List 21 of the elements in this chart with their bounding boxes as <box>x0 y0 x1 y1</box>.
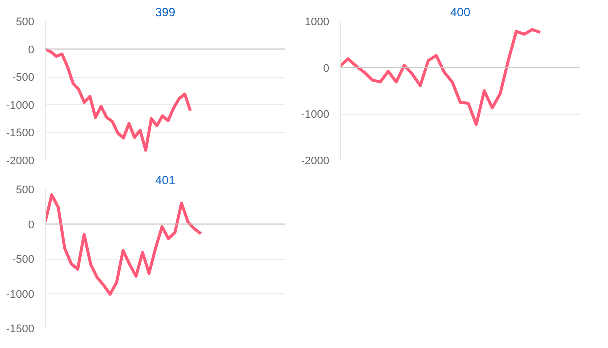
y-tick-label: -2000 <box>6 156 35 168</box>
y-tick-label: -1500 <box>6 128 35 140</box>
y-tick-label: -500 <box>12 254 35 266</box>
y-tick-label: 500 <box>16 184 35 196</box>
y-tick-label: -1000 <box>6 100 35 112</box>
chart-title: 400 <box>450 6 471 20</box>
line-series <box>46 194 203 296</box>
chart-title: 401 <box>155 174 176 188</box>
line-series <box>340 28 542 126</box>
y-tick-label: 0 <box>28 44 35 56</box>
chart-title: 399 <box>155 6 176 20</box>
y-tick-label: 0 <box>28 219 35 232</box>
y-tick-label: 1000 <box>305 16 330 28</box>
y-tick-label: -1000 <box>301 109 330 122</box>
line-series <box>46 48 192 152</box>
y-tick-label: 500 <box>16 16 35 28</box>
y-tick-label: -2000 <box>301 156 330 168</box>
y-tick-label: 0 <box>323 62 330 75</box>
y-tick-label: -500 <box>12 72 35 84</box>
y-tick-label: -1000 <box>6 288 35 301</box>
y-tick-label: -1500 <box>6 324 35 336</box>
